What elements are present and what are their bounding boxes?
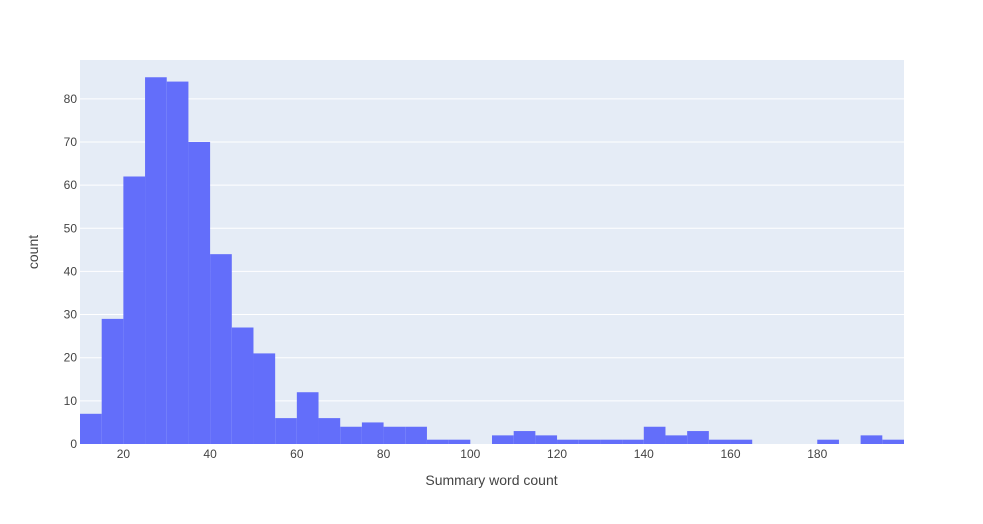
bar-155-160: [708, 439, 731, 444]
bar-130-135: [600, 439, 623, 444]
bar-95-100: [448, 439, 471, 444]
bar-120-125: [557, 439, 579, 444]
x-axis-ticks: 20 40 60 80 100 120 140 160 180: [117, 447, 828, 461]
bar-35-40: [188, 141, 211, 444]
bar-65-70: [318, 418, 341, 444]
y-tick-label-80: 80: [64, 92, 78, 106]
x-tick-label-180: 180: [807, 447, 827, 461]
y-axis-title: count: [25, 235, 41, 269]
y-tick-label-20: 20: [64, 351, 78, 365]
histogram-bars: [80, 77, 904, 445]
bar-80-85: [383, 426, 406, 444]
bar-55-60: [275, 418, 297, 444]
bar-145-150: [665, 435, 688, 444]
bar-30-35: [166, 81, 189, 445]
x-tick-label-120: 120: [547, 447, 567, 461]
x-tick-label-80: 80: [377, 447, 391, 461]
y-tick-label-30: 30: [64, 308, 78, 322]
x-tick-label-60: 60: [290, 447, 304, 461]
x-tick-label-100: 100: [460, 447, 480, 461]
bar-20-25: [123, 176, 146, 444]
bar-85-90: [405, 426, 427, 444]
bar-15-20: [101, 318, 124, 444]
bar-125-130: [578, 439, 601, 444]
x-axis-title: Summary word count: [425, 472, 557, 488]
bar-40-45: [210, 254, 232, 444]
bar-110-115: [513, 431, 536, 444]
y-tick-label-60: 60: [64, 178, 78, 192]
bar-75-80: [361, 422, 384, 444]
y-axis-ticks: 0 10 20 30 40 50 60 70 80: [64, 92, 78, 451]
bar-105-110: [492, 435, 514, 444]
bar-45-50: [231, 327, 254, 444]
y-tick-label-70: 70: [64, 135, 78, 149]
y-gridlines: [80, 98, 904, 402]
y-tick-label-50: 50: [64, 221, 78, 235]
bar-50-55: [253, 353, 276, 444]
x-tick-label-160: 160: [721, 447, 741, 461]
bar-140-145: [643, 426, 666, 444]
x-tick-label-40: 40: [203, 447, 217, 461]
bar-150-155: [687, 431, 709, 444]
bar-160-165: [730, 439, 753, 444]
x-tick-label-20: 20: [117, 447, 131, 461]
y-tick-label-10: 10: [64, 394, 78, 408]
bar-60-65: [296, 392, 319, 444]
bar-195-200: [882, 439, 904, 444]
bar-90-95: [426, 439, 449, 444]
bar-180-185: [817, 439, 839, 444]
x-tick-label-140: 140: [634, 447, 654, 461]
bar-135-140: [622, 439, 644, 444]
y-tick-label-40: 40: [64, 264, 78, 278]
bar-190-195: [860, 435, 883, 444]
bar-70-75: [340, 426, 362, 444]
bar-10-15: [80, 413, 102, 444]
bar-115-120: [535, 435, 558, 444]
y-tick-label-0: 0: [70, 437, 77, 451]
bar-25-30: [145, 77, 167, 445]
